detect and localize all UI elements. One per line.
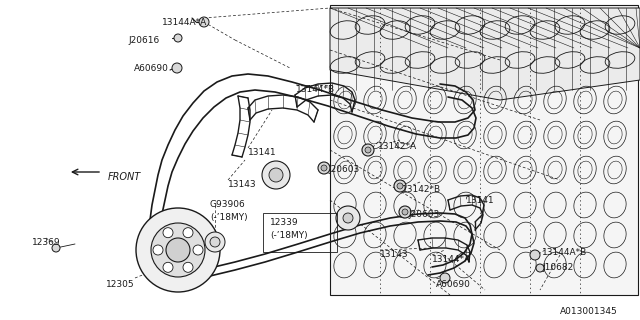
Circle shape bbox=[402, 209, 408, 215]
Text: 13141: 13141 bbox=[248, 148, 276, 157]
Circle shape bbox=[269, 168, 283, 182]
Text: 12339: 12339 bbox=[270, 218, 299, 227]
Circle shape bbox=[336, 206, 360, 230]
Text: J20603: J20603 bbox=[408, 210, 439, 219]
Circle shape bbox=[136, 208, 220, 292]
Text: A60690: A60690 bbox=[134, 64, 169, 73]
Text: 13142*A: 13142*A bbox=[378, 142, 417, 151]
Text: A013001345: A013001345 bbox=[560, 307, 618, 316]
Text: J10682: J10682 bbox=[542, 263, 573, 272]
Text: 13144A*A: 13144A*A bbox=[162, 18, 207, 27]
Circle shape bbox=[343, 213, 353, 223]
Text: 13144*B: 13144*B bbox=[296, 85, 335, 94]
Circle shape bbox=[151, 223, 205, 277]
Circle shape bbox=[321, 165, 327, 171]
Text: 12305: 12305 bbox=[106, 280, 134, 289]
Text: 13143: 13143 bbox=[380, 250, 408, 259]
Circle shape bbox=[440, 273, 450, 283]
Circle shape bbox=[262, 161, 290, 189]
Text: G93906: G93906 bbox=[210, 200, 246, 209]
Text: A60690: A60690 bbox=[436, 280, 471, 289]
Circle shape bbox=[530, 250, 540, 260]
Circle shape bbox=[362, 144, 374, 156]
Text: 13142*B: 13142*B bbox=[402, 185, 441, 194]
Circle shape bbox=[163, 228, 173, 238]
Text: (-’18MY): (-’18MY) bbox=[210, 213, 248, 222]
Circle shape bbox=[172, 63, 182, 73]
Circle shape bbox=[183, 262, 193, 272]
Circle shape bbox=[536, 264, 544, 272]
Circle shape bbox=[365, 147, 371, 153]
Bar bbox=[330, 5, 638, 295]
Circle shape bbox=[153, 245, 163, 255]
Text: 12369: 12369 bbox=[32, 238, 61, 247]
Polygon shape bbox=[330, 8, 640, 100]
Text: 13141: 13141 bbox=[466, 196, 495, 205]
Text: FRONT: FRONT bbox=[108, 172, 141, 182]
Text: J20603: J20603 bbox=[328, 165, 359, 174]
Text: (-’18MY): (-’18MY) bbox=[270, 231, 308, 240]
Circle shape bbox=[205, 232, 225, 252]
Circle shape bbox=[399, 206, 411, 218]
Text: 13143: 13143 bbox=[228, 180, 257, 189]
Circle shape bbox=[52, 244, 60, 252]
Circle shape bbox=[199, 17, 209, 27]
Circle shape bbox=[163, 262, 173, 272]
Circle shape bbox=[210, 237, 220, 247]
Circle shape bbox=[183, 228, 193, 238]
Circle shape bbox=[193, 245, 203, 255]
Circle shape bbox=[318, 162, 330, 174]
Circle shape bbox=[397, 183, 403, 189]
Text: J20616: J20616 bbox=[128, 36, 159, 45]
Text: 13144*A: 13144*A bbox=[432, 255, 471, 264]
Text: 13144A*B: 13144A*B bbox=[542, 248, 588, 257]
Circle shape bbox=[394, 180, 406, 192]
Circle shape bbox=[174, 34, 182, 42]
Circle shape bbox=[166, 238, 190, 262]
